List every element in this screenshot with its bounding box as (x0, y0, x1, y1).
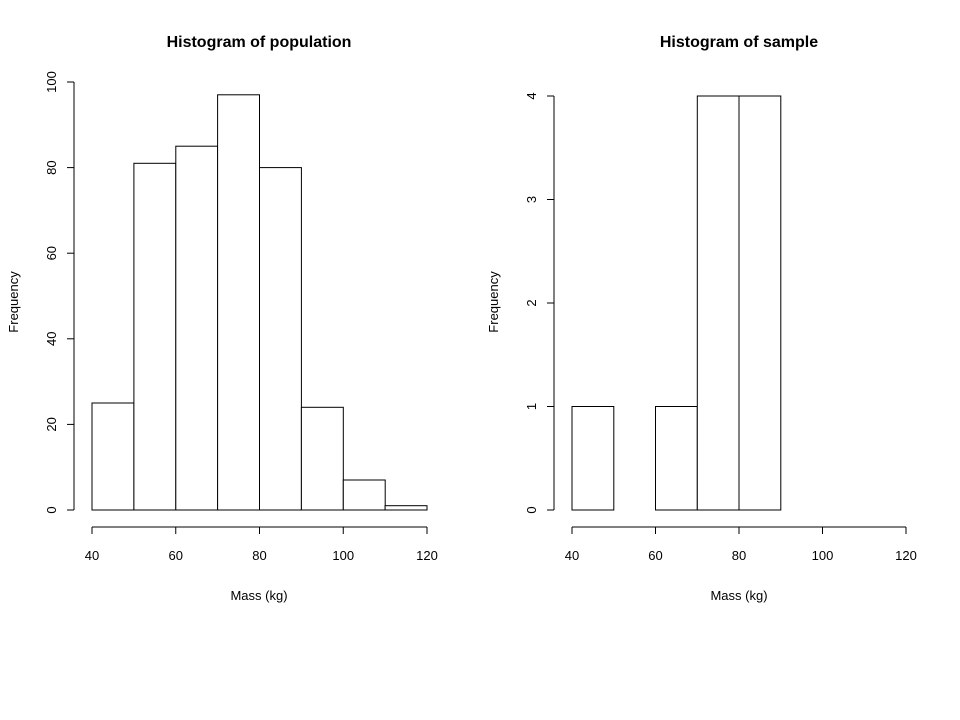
population-x-axis-label: Mass (kg) (230, 588, 287, 603)
population-bar-110-120 (384, 505, 428, 511)
population-y-tick-label: 40 (44, 332, 59, 346)
sample-y-axis-label: Frequency (486, 271, 501, 333)
population-y-axis-label: Frequency (6, 271, 21, 333)
population-x-tick-label: 80 (252, 548, 266, 563)
sample-histogram-title: Histogram of sample (660, 34, 818, 51)
population-bar-80-90 (259, 167, 302, 511)
population-x-tick-label: 120 (416, 548, 438, 563)
sample-y-tick-label: 2 (524, 299, 539, 306)
sample-y-tick-label: 1 (524, 403, 539, 410)
sample-y-tick-label: 0 (524, 506, 539, 513)
population-histogram-panel: Histogram of population Mass (kg) Freque… (6, 34, 438, 603)
population-x-tick-label: 60 (169, 548, 183, 563)
population-bar-40-50 (91, 402, 135, 511)
population-y-tick-label: 20 (44, 417, 59, 431)
population-y-tick-label: 0 (44, 506, 59, 513)
sample-x-tick-label: 60 (648, 548, 662, 563)
sample-bar-60-70 (655, 406, 698, 511)
sample-x-tick-label: 40 (565, 548, 579, 563)
population-bar-50-60 (133, 162, 177, 511)
sample-bar-40-50 (571, 406, 615, 511)
population-bar-70-80 (217, 94, 261, 511)
sample-x-axis-label: Mass (kg) (710, 588, 767, 603)
population-x-tick-label: 100 (332, 548, 354, 563)
sample-y-tick-label: 4 (524, 92, 539, 99)
population-bar-90-100 (300, 406, 344, 511)
population-x-tick-label: 40 (85, 548, 99, 563)
population-y-tick-label: 60 (44, 246, 59, 260)
sample-histogram-panel: Histogram of sample Mass (kg) Frequency … (486, 34, 917, 603)
sample-bar-70-80 (696, 95, 740, 511)
population-bar-60-70 (175, 145, 219, 511)
population-bar-100-110 (342, 479, 386, 511)
sample-y-tick-label: 3 (524, 196, 539, 203)
population-histogram-title: Histogram of population (167, 34, 352, 51)
sample-x-tick-label: 120 (895, 548, 917, 563)
population-y-tick-label: 100 (44, 71, 59, 93)
sample-bar-80-90 (738, 95, 782, 511)
population-y-tick-label: 80 (44, 160, 59, 174)
sample-x-tick-label: 100 (812, 548, 834, 563)
sample-x-tick-label: 80 (732, 548, 746, 563)
